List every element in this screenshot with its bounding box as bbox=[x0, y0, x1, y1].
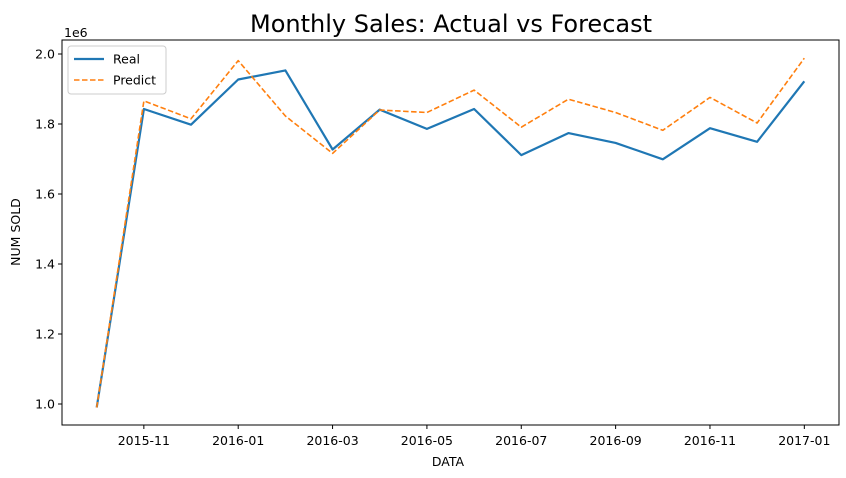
x-tick-label: 2016-03 bbox=[306, 433, 358, 448]
y-tick-label: 1.8 bbox=[35, 117, 55, 132]
y-axis-label: NUM SOLD bbox=[8, 198, 23, 266]
chart-title: Monthly Sales: Actual vs Forecast bbox=[250, 10, 652, 38]
x-axis-label: DATA bbox=[432, 454, 465, 469]
series-line-predict bbox=[95, 57, 805, 408]
x-tick-label: 2016-01 bbox=[212, 433, 264, 448]
legend-label-real: Real bbox=[113, 52, 140, 67]
legend-label-predict: Predict bbox=[113, 73, 156, 88]
y-tick-label: 2.0 bbox=[35, 47, 55, 62]
x-tick-label: 2015-11 bbox=[118, 433, 170, 448]
plot-frame bbox=[61, 39, 840, 426]
x-tick-label: 2016-07 bbox=[495, 433, 547, 448]
x-tick-label: 2016-11 bbox=[684, 433, 736, 448]
series-layer bbox=[95, 57, 806, 408]
series-line-real bbox=[95, 69, 806, 408]
x-tick-label: 2017-01 bbox=[778, 433, 830, 448]
y-tick-label: 1.2 bbox=[35, 327, 55, 342]
y-offset-label: 1e6 bbox=[64, 25, 88, 40]
x-tick-label: 2016-05 bbox=[401, 433, 453, 448]
legend: Real Predict bbox=[67, 45, 167, 95]
x-tick-label: 2016-09 bbox=[590, 433, 642, 448]
y-tick-label: 1.0 bbox=[35, 397, 55, 412]
x-axis: 2015-11 2016-01 2016-03 2016-05 2016-07 2016-… bbox=[118, 425, 830, 448]
y-tick-label: 1.6 bbox=[35, 187, 55, 202]
y-axis: 1.0 1.2 1.4 1.6 1.8 2.0 bbox=[35, 47, 62, 412]
y-tick-label: 1.4 bbox=[35, 257, 55, 272]
